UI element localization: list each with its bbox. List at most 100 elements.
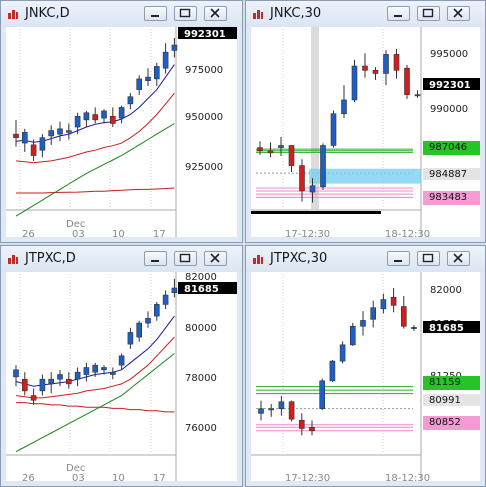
- close-button[interactable]: [204, 6, 227, 21]
- candle-14[interactable]: [393, 49, 400, 79]
- candle-6[interactable]: [57, 369, 63, 387]
- maximize-button[interactable]: [417, 251, 440, 266]
- candle-4[interactable]: [288, 145, 295, 172]
- candle-15[interactable]: [404, 65, 410, 99]
- candle-2[interactable]: [267, 142, 274, 158]
- candle-1[interactable]: [258, 400, 264, 421]
- candle-1[interactable]: [257, 141, 263, 155]
- title-bar[interactable]: JTPXC,30: [246, 246, 485, 272]
- chart-canvas[interactable]: 975000 950000 925000 992301 26 03 10 17 Dec: [6, 27, 237, 237]
- candle-5[interactable]: [298, 413, 305, 436]
- candle-10[interactable]: [350, 322, 356, 346]
- candle-19[interactable]: [171, 278, 178, 298]
- chart-area[interactable]: 80000 78000 76000 82000 81685 26 03 10 17 Dec: [6, 272, 237, 481]
- maximize-button[interactable]: [174, 251, 197, 266]
- candle-17[interactable]: [154, 62, 160, 87]
- candle-10[interactable]: [351, 59, 358, 103]
- minimize-button[interactable]: [387, 6, 410, 21]
- candle-12[interactable]: [370, 300, 376, 328]
- close-button[interactable]: [204, 251, 227, 266]
- candle-16[interactable]: [414, 90, 421, 98]
- chart-window-3[interactable]: JTPXC,D 80000 78000 76000 82000 81685 26 03 10 17…: [0, 245, 243, 487]
- candle-6[interactable]: [309, 178, 316, 203]
- candle-5[interactable]: [48, 372, 55, 394]
- close-button[interactable]: [447, 6, 470, 21]
- candle-4[interactable]: [39, 134, 46, 158]
- candle-7[interactable]: [65, 372, 72, 389]
- candle-16[interactable]: [411, 325, 417, 331]
- candle-8[interactable]: [74, 367, 81, 387]
- candle-4[interactable]: [39, 374, 46, 396]
- candle-11[interactable]: [360, 311, 366, 336]
- candle-4[interactable]: [288, 400, 295, 422]
- candle-15[interactable]: [136, 320, 142, 342]
- chart-window-4[interactable]: JTPXC,3082000817508125080750811598099180…: [245, 245, 486, 487]
- candle-10[interactable]: [92, 107, 98, 124]
- candle-8[interactable]: [330, 110, 337, 148]
- chart-window-1[interactable]: JNKC,D 975000 950000 925000 992301 26 03 10 17 De…: [0, 0, 243, 243]
- title-bar[interactable]: JNKC,D: [1, 1, 242, 27]
- candle-15[interactable]: [401, 296, 407, 329]
- close-button[interactable]: [447, 251, 470, 266]
- candle-7[interactable]: [319, 378, 325, 410]
- candle-2[interactable]: [268, 404, 275, 417]
- chart-area[interactable]: 995000 990000 987046 984887 983483 992301 17-1…: [251, 27, 480, 237]
- candle-9[interactable]: [339, 341, 346, 364]
- candle-8[interactable]: [74, 112, 81, 135]
- candle-body: [401, 306, 407, 327]
- candle-15[interactable]: [136, 75, 142, 95]
- candle-3[interactable]: [30, 139, 37, 161]
- candle-18[interactable]: [162, 43, 169, 74]
- candle-13[interactable]: [118, 105, 125, 124]
- candle-9[interactable]: [83, 110, 90, 128]
- candle-5[interactable]: [299, 159, 305, 202]
- candle-12[interactable]: [110, 367, 116, 380]
- close-glyph: [210, 8, 220, 18]
- candle-1[interactable]: [13, 119, 19, 147]
- chart-area[interactable]: 8200081750812508075081159809918085281685…: [251, 272, 480, 481]
- candle-11[interactable]: [101, 109, 107, 124]
- candle-13[interactable]: [118, 353, 125, 370]
- candle-7[interactable]: [320, 143, 326, 190]
- candle-9[interactable]: [83, 362, 90, 382]
- candle-18[interactable]: [162, 290, 169, 310]
- candle-9[interactable]: [341, 85, 347, 118]
- candle-19[interactable]: [171, 37, 178, 58]
- candle-7[interactable]: [65, 123, 72, 140]
- minimize-button[interactable]: [144, 6, 167, 21]
- candle-8[interactable]: [329, 359, 336, 382]
- chart-window-2[interactable]: JNKC,30 995000 990000 987046 984887 983483 992…: [245, 0, 486, 243]
- chart-canvas[interactable]: 8200081750812508075081159809918085281685…: [251, 272, 480, 481]
- minimize-button[interactable]: [144, 251, 167, 266]
- candle-14[interactable]: [390, 287, 397, 313]
- candle-16[interactable]: [145, 68, 151, 87]
- candle-12[interactable]: [110, 107, 116, 128]
- title-bar[interactable]: JNKC,30: [246, 1, 485, 27]
- candle-5[interactable]: [48, 125, 55, 145]
- candle-2[interactable]: [21, 372, 28, 396]
- candle-6[interactable]: [57, 121, 63, 142]
- chart-canvas[interactable]: 995000 990000 987046 984887 983483 992301 17-1…: [251, 27, 480, 237]
- candle-17[interactable]: [154, 302, 160, 321]
- candle-13[interactable]: [383, 50, 389, 86]
- candle-2[interactable]: [21, 128, 28, 152]
- candle-3[interactable]: [278, 137, 284, 157]
- candle-10[interactable]: [92, 362, 98, 377]
- chart-area[interactable]: 975000 950000 925000 992301 26 03 10 17 Dec: [6, 27, 237, 237]
- minimize-button[interactable]: [387, 251, 410, 266]
- candle-14[interactable]: [127, 327, 134, 349]
- candle-14[interactable]: [127, 93, 134, 110]
- title-bar[interactable]: JTPXC,D: [1, 246, 242, 272]
- maximize-button[interactable]: [174, 6, 197, 21]
- maximize-button[interactable]: [417, 6, 440, 21]
- candle-1[interactable]: [13, 365, 19, 387]
- candle-13[interactable]: [380, 293, 387, 314]
- candle-16[interactable]: [145, 311, 151, 328]
- candle-3[interactable]: [278, 395, 285, 416]
- candle-11[interactable]: [362, 53, 368, 78]
- candle-6[interactable]: [309, 420, 315, 436]
- candle-11[interactable]: [101, 365, 107, 375]
- candle-3[interactable]: [30, 388, 37, 405]
- candle-12[interactable]: [372, 67, 379, 80]
